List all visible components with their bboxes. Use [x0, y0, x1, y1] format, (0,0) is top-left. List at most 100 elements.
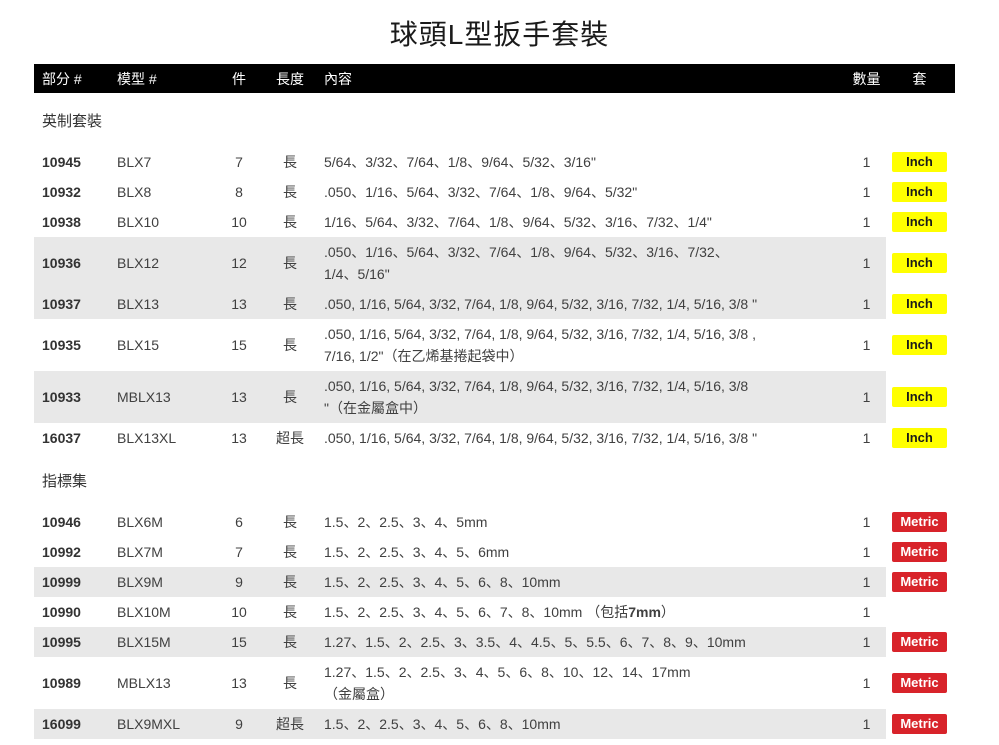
- pieces-cell: 7: [235, 154, 243, 170]
- header-model-number: 模型 #: [117, 70, 157, 87]
- model-number-cell: BLX15: [117, 337, 160, 353]
- model-number-cell: BLX9MXL: [117, 716, 181, 732]
- model-number-cell: BLX13XL: [117, 430, 177, 446]
- quantity-cell: 1: [862, 430, 871, 446]
- model-number-cell: BLX7M: [117, 544, 163, 560]
- table-header-row: 部分 # 模型 # 件 長度 內容 數量 套: [34, 64, 955, 93]
- pieces-cell: 10: [231, 604, 247, 620]
- part-number-cell: 10992: [42, 544, 81, 560]
- length-cell: 超長: [276, 716, 304, 732]
- table-row: 10936 BLX12 12 長 .050、1/16、5/64、3/32、7/64、1/…: [34, 237, 955, 289]
- part-number-cell: 10933: [42, 389, 81, 405]
- set-badge-cell: Metric: [884, 512, 955, 532]
- content-cell: 1.27、1.5、2、2.5、3、4、5、6、8、10、12、14、17mm （金…: [324, 664, 691, 702]
- set-badge-cell: Metric: [884, 714, 955, 734]
- model-number-cell: BLX9M: [117, 574, 163, 590]
- content-cell: .050, 1/16, 5/64, 3/32, 7/64, 1/8, 9/64,…: [324, 296, 758, 312]
- length-cell: 長: [283, 604, 297, 620]
- pieces-cell: 13: [231, 296, 247, 312]
- inch-badge: Inch: [892, 387, 947, 407]
- content-cell: .050, 1/16, 5/64, 3/32, 7/64, 1/8, 9/64,…: [324, 326, 756, 364]
- model-number-cell: BLX13: [117, 296, 160, 312]
- header-pieces: 件: [232, 70, 246, 87]
- set-badge-cell: Inch: [884, 428, 955, 448]
- section-label: 英制套裝: [42, 112, 103, 130]
- model-number-cell: BLX10M: [117, 604, 171, 620]
- content-cell: 1.5、2、2.5、3、4、5、6mm: [324, 544, 510, 560]
- part-number-cell: 10936: [42, 255, 81, 271]
- table-row: 16099 BLX9MXL 9 超長 1.5、2、2.5、3、4、5、6、8、10mm 1…: [34, 709, 955, 739]
- model-number-cell: BLX6M: [117, 514, 163, 530]
- table-row: 10933 MBLX13 13 長 .050, 1/16, 5/64, 3/32, 7/…: [34, 371, 955, 423]
- part-number-cell: 10937: [42, 296, 81, 312]
- quantity-cell: 1: [862, 514, 871, 530]
- content-cell: .050, 1/16, 5/64, 3/32, 7/64, 1/8, 9/64,…: [324, 378, 749, 416]
- inch-badge: Inch: [892, 253, 947, 273]
- quantity-cell: 1: [862, 675, 871, 691]
- header-length: 長度: [276, 70, 304, 87]
- inch-badge: Inch: [892, 212, 947, 232]
- part-number-cell: 10935: [42, 337, 81, 353]
- content-cell: .050、1/16、5/64、3/32、7/64、1/8、9/64、5/32": [324, 184, 638, 200]
- length-cell: 長: [283, 544, 297, 560]
- table-body: 英制套裝 10945 BLX7 7 長 5/64、3/32、7/64、1/8、9/64、5…: [34, 110, 955, 739]
- quantity-cell: 1: [862, 154, 871, 170]
- pieces-cell: 13: [231, 389, 247, 405]
- table-row: 10990 BLX10M 10 長 1.5、2、2.5、3、4、5、6、7、8、10mm…: [34, 597, 955, 627]
- metric-badge: Metric: [892, 542, 947, 562]
- pieces-cell: 6: [235, 514, 243, 530]
- pieces-cell: 13: [231, 430, 247, 446]
- metric-badge: Metric: [892, 512, 947, 532]
- table-row: 10935 BLX15 15 長 .050, 1/16, 5/64, 3/32, 7/6…: [34, 319, 955, 371]
- quantity-cell: 1: [862, 634, 871, 650]
- quantity-cell: 1: [862, 184, 871, 200]
- inch-badge: Inch: [892, 294, 947, 314]
- metric-badge: Metric: [892, 673, 947, 693]
- table-row: 10938 BLX10 10 長 1/16、5/64、3/32、7/64、1/8、9/6…: [34, 207, 955, 237]
- pieces-cell: 8: [235, 184, 243, 200]
- metric-badge: Metric: [892, 632, 947, 652]
- product-table: 部分 # 模型 # 件 長度 內容 數量 套 英制套裝 10945 BLX7 7 長 5/…: [34, 64, 955, 739]
- content-cell: .050, 1/16, 5/64, 3/32, 7/64, 1/8, 9/64,…: [324, 430, 758, 446]
- content-cell: 1.5、2、2.5、3、4、5、6、8、10mm: [324, 716, 561, 732]
- pieces-cell: 15: [231, 634, 247, 650]
- length-cell: 長: [283, 634, 297, 650]
- content-cell: 1/16、5/64、3/32、7/64、1/8、9/64、5/32、3/16、7…: [324, 214, 712, 230]
- model-number-cell: BLX10: [117, 214, 160, 230]
- content-cell: 1.5、2、2.5、3、4、5mm: [324, 514, 488, 530]
- table-row: 10992 BLX7M 7 長 1.5、2、2.5、3、4、5、6mm 1 Metric: [34, 537, 955, 567]
- model-number-cell: BLX15M: [117, 634, 171, 650]
- quantity-cell: 1: [862, 214, 871, 230]
- quantity-cell: 1: [862, 716, 871, 732]
- length-cell: 長: [283, 574, 297, 590]
- set-badge-cell: Metric: [884, 572, 955, 592]
- length-cell: 長: [283, 296, 297, 312]
- header-set: 套: [912, 70, 927, 87]
- table-row: 10995 BLX15M 15 長 1.27、1.5、2、2.5、3、3.5、4、4.5…: [34, 627, 955, 657]
- set-badge-cell: Metric: [884, 632, 955, 652]
- length-cell: 長: [283, 184, 297, 200]
- metric-badge: Metric: [892, 714, 947, 734]
- length-cell: 長: [283, 389, 297, 405]
- header-quantity: 數量: [852, 70, 881, 87]
- content-cell: 1.5、2、2.5、3、4、5、6、8、10mm: [324, 574, 561, 590]
- set-badge-cell: Metric: [884, 673, 955, 693]
- table-row: 10989 MBLX13 13 長 1.27、1.5、2、2.5、3、4、5、6、8、1…: [34, 657, 955, 709]
- pieces-cell: 12: [231, 255, 247, 271]
- quantity-cell: 1: [862, 574, 871, 590]
- model-number-cell: BLX8: [117, 184, 152, 200]
- model-number-cell: BLX12: [117, 255, 160, 271]
- section-label: 指標集: [42, 472, 88, 490]
- part-number-cell: 10995: [42, 634, 81, 650]
- pieces-cell: 10: [231, 214, 247, 230]
- quantity-cell: 1: [862, 296, 871, 312]
- inch-badge: Inch: [892, 182, 947, 202]
- table-row: 16037 BLX13XL 13 超長 .050, 1/16, 5/64, 3/32, …: [34, 423, 955, 453]
- part-number-cell: 10989: [42, 675, 81, 691]
- length-cell: 超長: [276, 430, 304, 446]
- table-row: 10946 BLX6M 6 長 1.5、2、2.5、3、4、5mm 1 Metric: [34, 507, 955, 537]
- model-number-cell: MBLX13: [117, 389, 171, 405]
- set-badge-cell: Inch: [884, 182, 955, 202]
- model-number-cell: MBLX13: [117, 675, 171, 691]
- table-row: 10932 BLX8 8 長 .050、1/16、5/64、3/32、7/64、1/8、…: [34, 177, 955, 207]
